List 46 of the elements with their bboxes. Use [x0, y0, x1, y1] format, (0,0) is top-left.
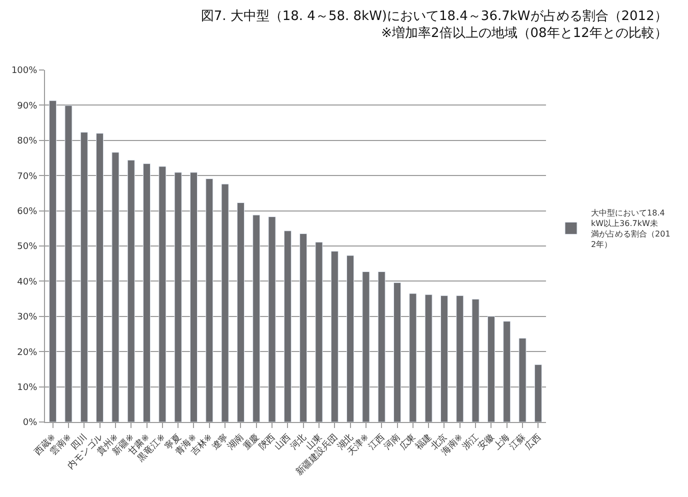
bar: [424, 294, 432, 422]
y-tick-label: 30%: [17, 312, 38, 323]
bar: [49, 100, 57, 422]
bar: [158, 166, 166, 422]
bar: [315, 242, 323, 422]
y-tick-label: 100%: [11, 66, 38, 76]
bar: [252, 214, 260, 422]
bar: [142, 163, 151, 422]
y-tick-label: 60%: [17, 206, 38, 217]
bar: [346, 255, 354, 422]
bar: [268, 216, 276, 422]
bar: [518, 338, 526, 422]
y-tick-label: 40%: [17, 277, 38, 288]
bar: [64, 105, 72, 422]
bar: [362, 271, 370, 422]
bar: [487, 316, 495, 422]
bar: [190, 172, 198, 422]
bar: [456, 295, 464, 422]
y-tick-label: 50%: [17, 242, 38, 252]
bar: [96, 133, 104, 422]
bar: [534, 364, 542, 422]
y-tick-label: 20%: [17, 348, 38, 358]
chart-subtitle: ※増加率2倍以上の地域（08年と12年との比較）: [381, 24, 668, 41]
bar: [503, 321, 511, 422]
bar: [206, 178, 214, 422]
y-tick-label: 80%: [17, 136, 38, 147]
bar: [393, 282, 402, 422]
bar: [112, 152, 120, 422]
bar: [80, 132, 88, 422]
bar: [300, 233, 308, 422]
bar: [330, 251, 338, 422]
y-tick-label: 10%: [17, 382, 38, 393]
y-tick-label: 0%: [22, 418, 38, 428]
bar: [221, 184, 229, 422]
chart-title: 図7. 大中型（18. 4～58. 8kW)において18.4～36.7kWが占める割合（2012）: [200, 8, 668, 24]
bar: [284, 230, 292, 422]
bar: [236, 202, 244, 422]
bar: [472, 298, 480, 422]
bar: [440, 295, 448, 422]
bar: [409, 293, 417, 422]
bar: [174, 172, 182, 422]
bar: [127, 160, 135, 422]
bar: [378, 271, 386, 422]
y-tick-label: 70%: [17, 172, 38, 182]
legend-label: 大中型において18.4kW以上36.7kW未満が占める割合（2012年）: [591, 208, 670, 249]
y-tick-label: 90%: [17, 101, 38, 112]
